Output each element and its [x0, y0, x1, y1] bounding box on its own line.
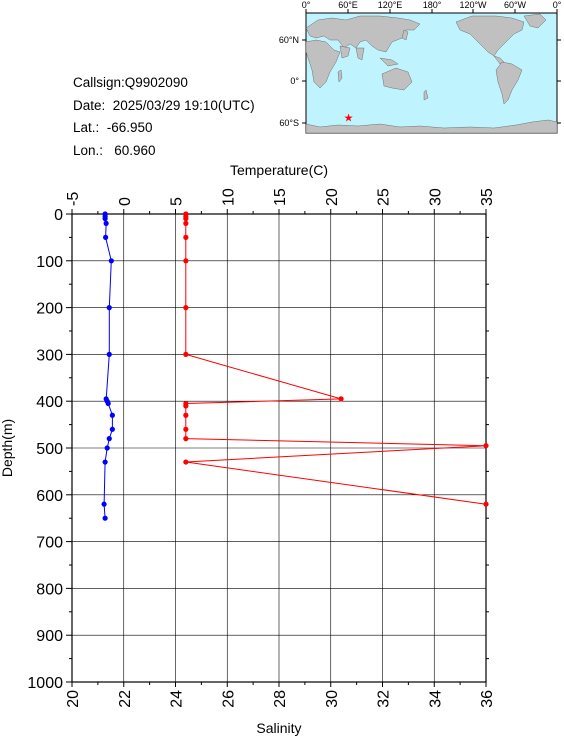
depth-tick-label: 500 [36, 441, 63, 458]
temperature-data-point [102, 216, 108, 222]
salinity-data-point [183, 216, 189, 222]
salinity-data-point [183, 234, 189, 240]
salinity-data-point [183, 220, 189, 226]
world-map: 0° 60°E 120°E 180° 120°W 60°W 0° 60°N 0°… [279, 0, 562, 134]
temperature-data-point [103, 220, 109, 226]
salinity-tick-label: 28 [272, 690, 289, 708]
temperature-data-point [106, 351, 112, 357]
salinity-tick-label: 26 [220, 690, 237, 708]
salinity-tick-label: 30 [324, 690, 341, 708]
latitude-text: Lat.: -66.950 [73, 120, 153, 135]
temperature-data-point [104, 445, 110, 451]
depth-tick-labels: 0 100 200 300 400 500 600 700 800 900 1000 [27, 207, 63, 692]
salinity-tick-label: 24 [169, 690, 186, 708]
salinity-data-point [183, 305, 189, 311]
salinity-tick-label: 36 [479, 690, 496, 708]
temperature-axis-label: Temperature(C) [230, 162, 328, 178]
temperature-data-point [109, 426, 115, 432]
map-lon-label: 0° [302, 0, 311, 10]
longitude-text: Lon.: 60.960 [73, 142, 156, 158]
depth-tick-label: 800 [36, 581, 63, 598]
depth-tick-label: 300 [36, 347, 63, 364]
temperature-tick-label: 30 [427, 188, 444, 206]
station-info: Callsign:Q9902090 Date: 2025/03/29 19:10… [73, 72, 255, 162]
temperature-data-point [102, 515, 108, 521]
temperature-data-point [106, 436, 112, 442]
salinity-data-point [183, 426, 189, 432]
series-group [101, 211, 489, 521]
salinity-tick-label: 34 [427, 690, 444, 708]
salinity-data-point [183, 436, 189, 442]
depth-axis-label: Depth(m) [0, 419, 15, 477]
temperature-data-point [108, 258, 114, 264]
temperature-data-point [102, 459, 108, 465]
map-lon-label: 120°W [459, 0, 487, 10]
salinity-data-point [483, 501, 489, 507]
temperature-tick-label: -5 [65, 192, 82, 206]
salinity-tick-label: 22 [117, 690, 134, 708]
map-lon-label: 180° [423, 0, 442, 10]
depth-tick-label: 900 [36, 628, 63, 645]
map-lon-label: 120°E [378, 0, 403, 10]
map-lon-label: 60°E [338, 0, 358, 10]
temperature-tick-label: 35 [479, 188, 496, 206]
temperature-tick-label: 0 [117, 197, 134, 206]
axis-ticks [66, 209, 489, 687]
map-ticks [302, 9, 561, 124]
temperature-tick-label: 10 [220, 188, 237, 206]
depth-tick-label: 400 [36, 394, 63, 411]
temperature-data-point [105, 400, 111, 407]
salinity-data-point [183, 459, 189, 465]
temperature-data-point [106, 305, 112, 311]
depth-tick-label: 0 [54, 207, 63, 224]
grid-lines [71, 213, 487, 683]
salinity-tick-labels: 20 22 24 26 28 30 32 34 36 [65, 690, 496, 708]
salinity-data-point [183, 258, 189, 264]
temperature-tick-labels: -5 0 5 10 15 20 25 30 35 [65, 188, 496, 206]
callsign-text: Callsign:Q9902090 [73, 75, 188, 90]
map-lat-label: 0° [290, 76, 299, 86]
map-lat-labels: 60°N 0° 60°S [279, 35, 300, 128]
map-lat-label: 60°S [279, 118, 299, 128]
temperature-data-point [101, 501, 107, 507]
salinity-data-point [483, 443, 489, 449]
map-land [305, 13, 558, 134]
depth-tick-label: 1000 [27, 675, 63, 692]
salinity-data-point [183, 412, 189, 418]
temperature-tick-label: 15 [272, 188, 289, 206]
salinity-tick-label: 32 [376, 690, 393, 708]
salinity-tick-label: 20 [65, 690, 82, 708]
salinity-data-point [338, 396, 344, 402]
date-text: Date: 2025/03/29 19:10(UTC) [73, 97, 255, 113]
depth-tick-label: 200 [36, 301, 63, 318]
map-lon-label: 60°W [504, 0, 527, 10]
map-lon-label: 0° [553, 0, 562, 10]
salinity-data-point [183, 351, 189, 357]
station-marker-icon: ★ [344, 113, 354, 125]
temperature-data-point [103, 234, 109, 240]
map-lon-labels: 0° 60°E 120°E 180° 120°W 60°W 0° [302, 0, 562, 10]
temperature-tick-label: 25 [376, 188, 393, 206]
temperature-data-point [109, 412, 115, 418]
depth-tick-label: 700 [36, 535, 63, 552]
temperature-tick-label: 20 [324, 188, 341, 206]
salinity-axis-label: Salinity [256, 720, 301, 736]
depth-tick-label: 600 [36, 488, 63, 505]
depth-tick-label: 100 [36, 254, 63, 271]
temperature-tick-label: 5 [169, 197, 186, 206]
salinity-data-point [183, 403, 189, 409]
map-lat-label: 60°N [279, 35, 299, 45]
